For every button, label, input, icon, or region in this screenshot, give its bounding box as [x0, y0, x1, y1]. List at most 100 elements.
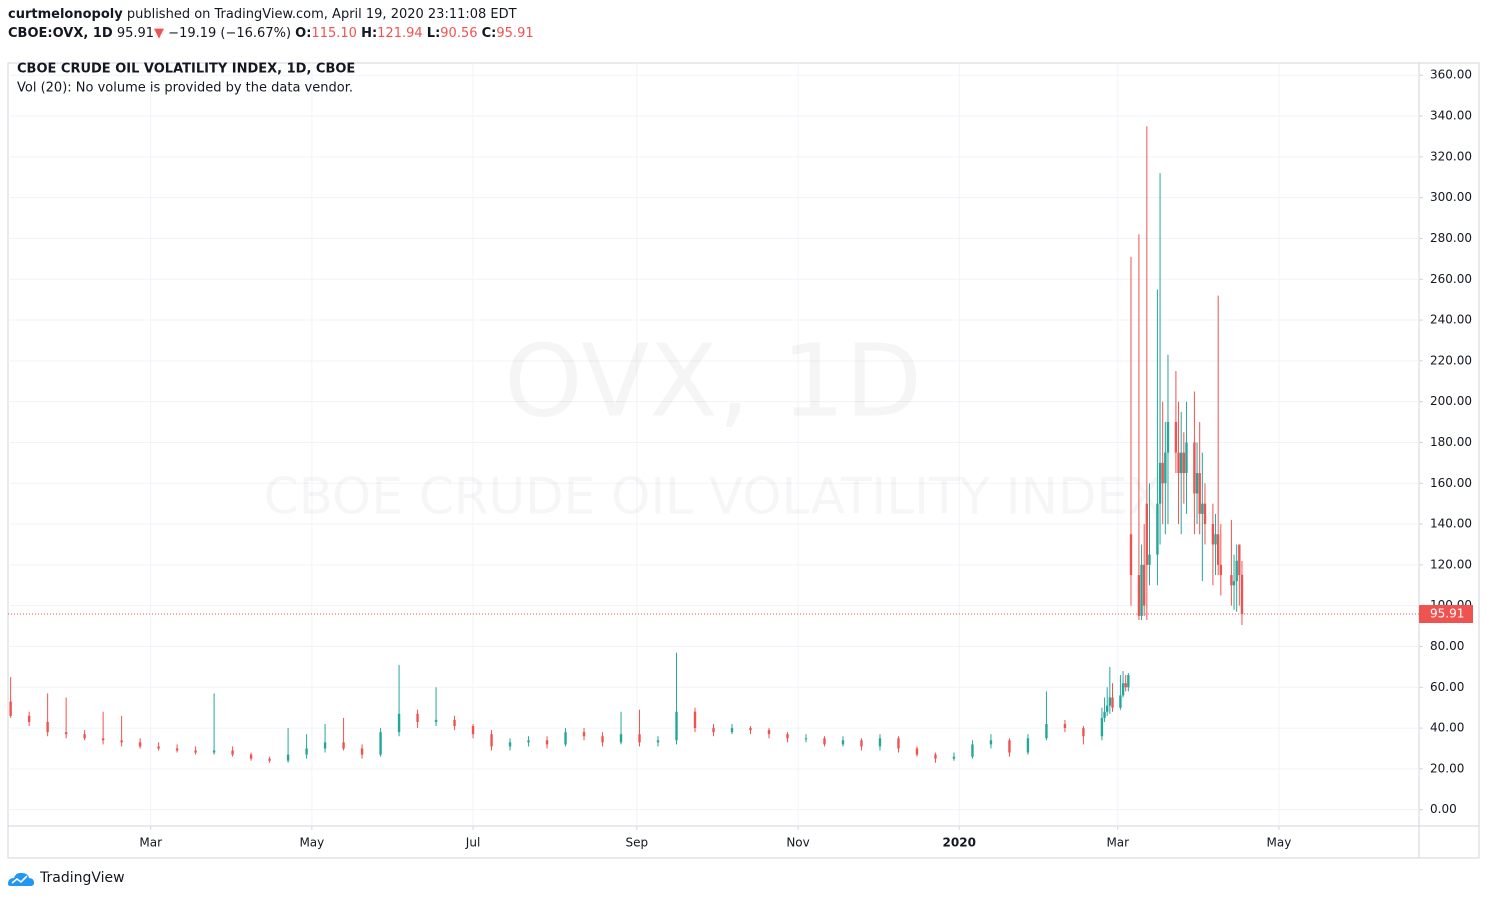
candle-body [1063, 723, 1067, 729]
candle-body [1230, 575, 1233, 586]
y-tick-label: 0.00 [1430, 802, 1457, 816]
ohlc-value: 90.56 [440, 26, 478, 41]
y-tick-label: 60.00 [1430, 680, 1464, 694]
candle-body [693, 711, 697, 729]
y-tick-label: 240.00 [1430, 313, 1472, 327]
candle-body [1026, 738, 1030, 753]
candle-body [1148, 554, 1151, 565]
candle-body [1103, 711, 1106, 718]
x-tick-label: May [1267, 836, 1292, 850]
candle-body [841, 740, 845, 745]
candle-body [1198, 473, 1201, 514]
candle-body [1137, 575, 1141, 616]
user[interactable]: curtmelonopoly [8, 7, 123, 22]
publish-line: curtmelonopoly published on TradingView.… [8, 5, 534, 24]
candle-body [508, 742, 512, 747]
candle-body [1158, 462, 1162, 504]
candle-body [749, 728, 752, 731]
candle-body [453, 719, 456, 727]
candle-body [897, 738, 900, 749]
candle-body [619, 734, 623, 743]
published: published on TradingView.com, April 19, … [126, 7, 517, 22]
candle-body [323, 742, 327, 749]
candle-body [27, 715, 31, 722]
ohlc-value: 115.10 [311, 26, 357, 41]
candle-body [305, 748, 308, 755]
candle-body [601, 736, 604, 743]
candle-body [1129, 534, 1133, 576]
candle-body [823, 738, 826, 745]
candle-body [212, 750, 216, 753]
symbol: CBOE:OVX, 1D [8, 26, 113, 41]
candle-body [934, 754, 937, 759]
logo[interactable]: TradingView [6, 869, 125, 887]
candle-body [786, 734, 789, 739]
candle-body [582, 732, 586, 737]
ohlc-key: O: [295, 26, 312, 41]
candle-body [379, 732, 382, 755]
candle-body [286, 754, 290, 761]
candle-body [1121, 683, 1125, 696]
y-tick-label: 360.00 [1430, 68, 1472, 82]
candle-body [1008, 740, 1011, 753]
candle-body [434, 719, 438, 722]
y-tick-label: 160.00 [1430, 476, 1472, 490]
candle-body [120, 740, 123, 743]
candle-body [915, 748, 919, 755]
y-tick-label: 320.00 [1430, 149, 1472, 163]
candle-body [1174, 422, 1178, 453]
candle-body [1119, 695, 1122, 708]
candle-body [1111, 697, 1114, 708]
header: curtmelonopoly published on TradingView.… [8, 5, 534, 43]
candle-body [1100, 717, 1104, 737]
candle-body [656, 740, 660, 743]
candle-body [1240, 574, 1244, 615]
candle-body [675, 711, 678, 741]
y-tick-label: 120.00 [1430, 557, 1472, 571]
candle-body [194, 750, 197, 753]
candle-body [878, 738, 882, 747]
candle-body [860, 740, 863, 747]
candle-body [1142, 564, 1146, 606]
candle-body [342, 742, 345, 749]
candle-body [175, 748, 179, 751]
y-tick-label: 20.00 [1430, 761, 1464, 775]
candle-body [83, 734, 86, 739]
candle-body [1164, 452, 1167, 484]
change: −19.19 (−16.67%) [168, 26, 292, 41]
candle-body [971, 744, 974, 757]
candle-body [101, 738, 105, 741]
ohlc-key: L: [426, 26, 441, 41]
candle-body [1185, 442, 1188, 474]
candle-body [1238, 544, 1241, 576]
candle-body [1145, 503, 1149, 565]
candle-body [46, 721, 49, 733]
candle-body [989, 740, 993, 745]
ohlc-key: C: [481, 26, 497, 41]
quote-line: CBOE:OVX, 1D 95.91▼ −19.19 (−16.67%) O:1… [8, 24, 534, 43]
candle-body [1161, 462, 1164, 484]
candle-body [1216, 534, 1220, 565]
chart-title: CBOE CRUDE OIL VOLATILITY INDEX, 1D, CBO… [17, 62, 355, 77]
ohlc: O:115.10 H:121.94 L:90.56 C:95.91 [295, 26, 533, 41]
candle-body [360, 748, 364, 755]
x-tick-label: 2020 [943, 836, 976, 850]
candle-body [730, 728, 734, 733]
candle-body [1232, 581, 1236, 586]
candle-body [1166, 422, 1170, 453]
candle-body [1203, 503, 1207, 525]
candle-body [1201, 503, 1204, 514]
y-tick-label: 80.00 [1430, 639, 1464, 653]
candle-body [416, 713, 419, 722]
price-tag-label: 95.91 [1430, 607, 1464, 621]
candle-body [1045, 723, 1048, 739]
candle-body [1195, 473, 1199, 494]
candle-body [1219, 564, 1223, 576]
candle-body [268, 758, 271, 761]
y-tick-label: 220.00 [1430, 353, 1472, 367]
ohlc-key: H: [361, 26, 378, 41]
candle-body [1082, 728, 1085, 737]
y-tick-label: 180.00 [1430, 435, 1472, 449]
candle-body [1124, 683, 1127, 688]
